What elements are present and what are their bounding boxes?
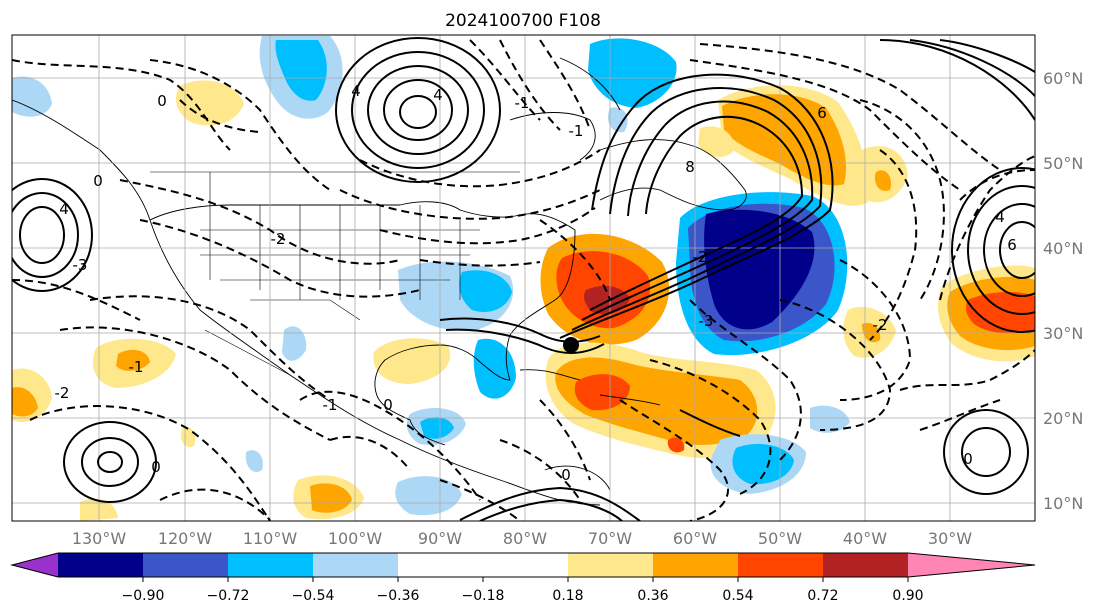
contour-label: 4 bbox=[59, 200, 69, 218]
map-panel: 0 4 0 4 4 6 8 4 6 0 0 0 0 -1 -2 -3 -2 -1… bbox=[11, 34, 1036, 522]
lat-label: 60°N bbox=[1043, 69, 1083, 88]
colorbar-tick: 0.90 bbox=[892, 588, 923, 604]
lon-label: 60°W bbox=[673, 529, 717, 548]
colorbar-swatch bbox=[228, 553, 313, 577]
contour-label: 0 bbox=[93, 172, 103, 190]
contour-label: -3 bbox=[699, 312, 714, 330]
figure-title: 2024100700 F108 bbox=[445, 11, 601, 31]
contour-label: 4 bbox=[351, 82, 361, 100]
colorbar-swatch bbox=[398, 553, 568, 577]
colorbar-swatch bbox=[313, 553, 398, 577]
lon-label: 130°W bbox=[72, 529, 127, 548]
colorbar: −0.90 −0.72 −0.54 −0.36 −0.18 0.18 0.36 … bbox=[10, 552, 1036, 604]
negative-contours bbox=[12, 39, 1035, 521]
colorbar-swatch bbox=[738, 553, 823, 577]
colorbar-swatch bbox=[58, 553, 143, 577]
lon-label: 90°W bbox=[418, 529, 462, 548]
contour-label: 0 bbox=[157, 92, 167, 110]
lon-label: 50°W bbox=[758, 529, 802, 548]
contour-label: 0 bbox=[151, 458, 161, 476]
colorbar-tick: 0.54 bbox=[722, 588, 753, 604]
colorbar-extend-left bbox=[12, 553, 58, 577]
lon-label: 70°W bbox=[588, 529, 632, 548]
positive-contours bbox=[12, 37, 1035, 521]
colorbar-tick: −0.54 bbox=[292, 588, 335, 604]
colorbar-swatch bbox=[823, 553, 908, 577]
contour-label: 0 bbox=[561, 466, 571, 484]
lat-label: 30°N bbox=[1043, 324, 1083, 343]
contour-label: 4 bbox=[433, 86, 443, 104]
contour-label: -2 bbox=[55, 384, 70, 402]
colorbar-tick: −0.18 bbox=[462, 588, 505, 604]
contour-label: -2 bbox=[873, 316, 888, 334]
lon-label: 40°W bbox=[843, 529, 887, 548]
contour-label: 8 bbox=[685, 158, 695, 176]
colorbar-tick: −0.36 bbox=[377, 588, 420, 604]
anomaly-shading bbox=[12, 36, 1035, 521]
contour-label: -1 bbox=[323, 396, 338, 414]
contour-label: -2 bbox=[271, 230, 286, 248]
colorbar-tick: 0.36 bbox=[637, 588, 668, 604]
contour-label: 6 bbox=[1007, 236, 1017, 254]
lon-label: 80°W bbox=[503, 529, 547, 548]
colorbar-tick: 0.72 bbox=[807, 588, 838, 604]
storm-center-marker bbox=[563, 337, 579, 353]
contour-label: 6 bbox=[817, 104, 827, 122]
contour-label: -1 bbox=[129, 358, 144, 376]
lat-label: 20°N bbox=[1043, 409, 1083, 428]
contour-label: -2 bbox=[693, 248, 708, 266]
colorbar-extend-right bbox=[908, 553, 1035, 577]
latitude-labels: 60°N 50°N 40°N 30°N 20°N 10°N bbox=[1043, 69, 1083, 513]
colorbar-tick: −0.72 bbox=[207, 588, 250, 604]
contour-label: 0 bbox=[383, 396, 393, 414]
lon-label: 30°W bbox=[928, 529, 972, 548]
contour-label: 4 bbox=[995, 208, 1005, 226]
lat-label: 50°N bbox=[1043, 154, 1083, 173]
contour-label: -1 bbox=[569, 122, 584, 140]
lat-label: 40°N bbox=[1043, 239, 1083, 258]
lon-label: 100°W bbox=[328, 529, 383, 548]
coastlines bbox=[12, 57, 747, 506]
colorbar-tick: −0.90 bbox=[122, 588, 165, 604]
lat-label: 10°N bbox=[1043, 494, 1083, 513]
lon-label: 110°W bbox=[243, 529, 298, 548]
colorbar-swatch bbox=[653, 553, 738, 577]
contour-label: -1 bbox=[515, 94, 530, 112]
colorbar-swatch bbox=[143, 553, 228, 577]
longitude-labels: 130°W 120°W 110°W 100°W 90°W 80°W 70°W 6… bbox=[72, 529, 972, 548]
colorbar-tick: 0.18 bbox=[552, 588, 583, 604]
contour-label: 0 bbox=[963, 450, 973, 468]
contour-label: -3 bbox=[73, 256, 88, 274]
colorbar-swatch bbox=[568, 553, 653, 577]
contour-labels: 0 4 0 4 4 6 8 4 6 0 0 0 0 -1 -2 -3 -2 -1… bbox=[55, 82, 1017, 484]
graticule bbox=[12, 35, 1035, 521]
lon-label: 120°W bbox=[158, 529, 213, 548]
